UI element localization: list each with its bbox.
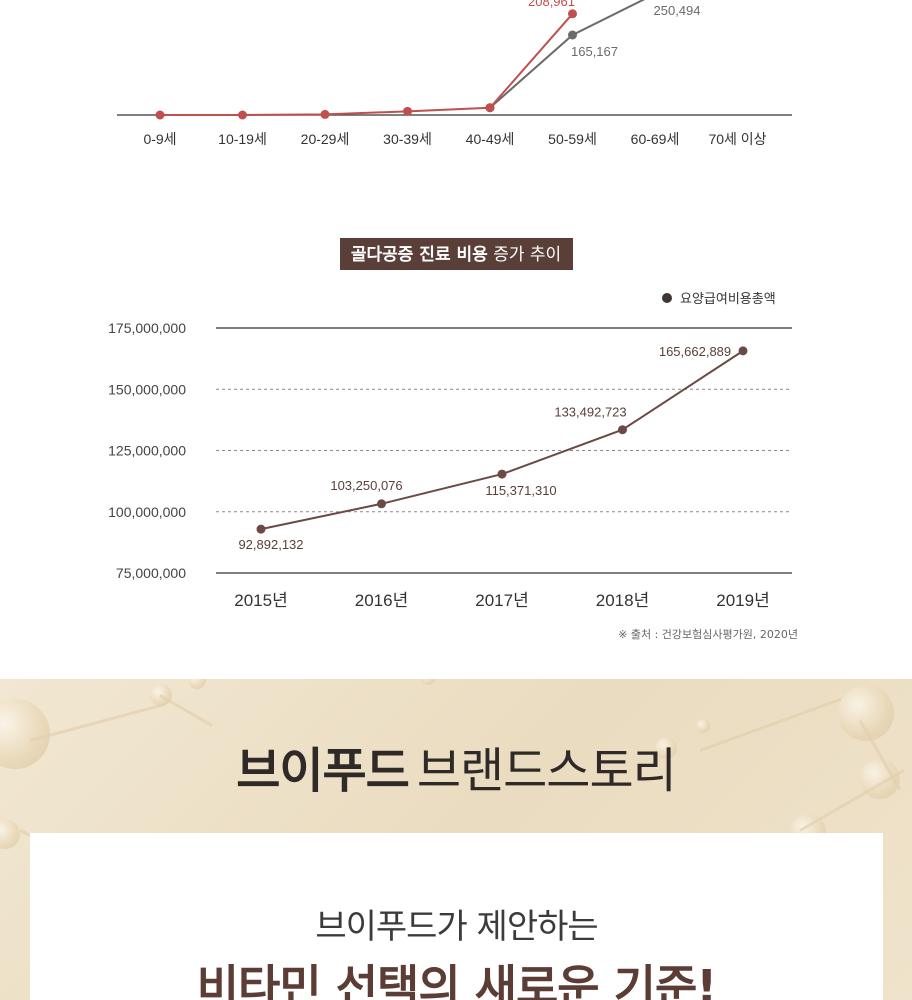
x-tick-label: 2016년 — [355, 591, 408, 610]
y-tick-label: 175,000,000 — [108, 320, 186, 336]
age-chart: 0-9세 10-19세 20-29세 30-39세 40-49세 50-59세 60-69세… — [117, 0, 792, 147]
brand-name: 브이푸드 — [236, 743, 410, 799]
data-point — [320, 109, 330, 119]
data-label: 115,371,310 — [485, 483, 556, 498]
x-tick-label: 2019년 — [716, 591, 769, 610]
chart-title-rest: 증가 추이 — [488, 245, 561, 265]
series-line — [260, 350, 744, 531]
x-tick-label: 2018년 — [596, 591, 649, 610]
molecule-orb — [655, 737, 677, 759]
data-label: 133,492,723 — [554, 405, 626, 420]
x-tick-label: 2015년 — [234, 591, 287, 610]
y-tick-label: 150,000,000 — [108, 381, 186, 397]
data-label: 165,167 — [571, 44, 618, 59]
y-tick-label: 75,000,000 — [116, 565, 186, 581]
brand-story-section: 브이푸드 브랜드스토리 브이푸드가 제안하는 비타민 선택의 새로운 기준! — [0, 679, 912, 1000]
molecule-orb — [0, 819, 20, 849]
data-point — [485, 103, 495, 113]
x-tick-label: 60-69세 — [631, 131, 680, 147]
cost-chart: 골다공증 진료 비용 증가 추이 요양급여비용총액 ※ 출처 : 건강보험심사평… — [108, 238, 798, 641]
legend-marker — [662, 293, 672, 303]
x-tick-label: 20-29세 — [301, 131, 350, 147]
molecule-bond — [159, 694, 213, 727]
chart-title: 골다공증 진료 비용 증가 추이 — [351, 245, 561, 265]
data-label: 165,662,889 — [659, 344, 731, 359]
data-point — [238, 110, 247, 120]
data-label: 92,892,132 — [238, 537, 303, 552]
data-point — [497, 469, 507, 479]
y-tick-label: 125,000,000 — [108, 443, 186, 459]
brand-story-label: 브랜드스토리 — [416, 743, 677, 799]
brand-story-title: 브이푸드 브랜드스토리 — [0, 731, 912, 801]
chart-canvas: 0-9세 10-19세 20-29세 30-39세 40-49세 50-59세 60-69세… — [108, 0, 798, 641]
molecule-orb — [696, 719, 710, 733]
x-tick-label: 0-9세 — [143, 131, 176, 147]
data-point — [377, 499, 386, 509]
data-point — [618, 425, 627, 435]
source-note: ※ 출처 : 건강보험심사평가원, 2020년 — [618, 628, 798, 641]
data-label: 208,961 — [528, 0, 575, 9]
y-tick-label: 100,000,000 — [108, 504, 186, 520]
x-tick-label: 40-49세 — [466, 131, 515, 147]
intro-title: 비타민 선택의 새로운 기준! — [196, 960, 718, 1000]
intro-subtitle: 브이푸드가 제안하는 — [315, 907, 598, 947]
data-point — [568, 30, 577, 40]
intro-card: 브이푸드가 제안하는 비타민 선택의 새로운 기준! — [30, 833, 883, 1000]
x-tick-label: 30-39세 — [383, 131, 432, 147]
data-point — [403, 106, 412, 116]
data-point — [155, 110, 165, 120]
x-tick-label: 2017년 — [475, 591, 528, 610]
chart-title-box — [340, 238, 573, 270]
x-tick-label: 10-19세 — [218, 131, 267, 147]
series-line — [160, 13, 574, 116]
chart-title-bold: 골다공증 진료 비용 — [351, 245, 488, 265]
data-point — [568, 9, 577, 19]
molecule-orb — [188, 679, 206, 689]
data-point — [256, 524, 266, 534]
data-label: 103,250,076 — [330, 478, 402, 493]
data-point — [738, 346, 748, 356]
data-label: 250,494 — [654, 3, 701, 18]
x-tick-label: 50-59세 — [548, 131, 597, 147]
legend-label: 요양급여비용총액 — [680, 292, 776, 307]
x-tick-label: 70세 이상 — [708, 131, 766, 147]
molecule-orb — [420, 679, 436, 685]
